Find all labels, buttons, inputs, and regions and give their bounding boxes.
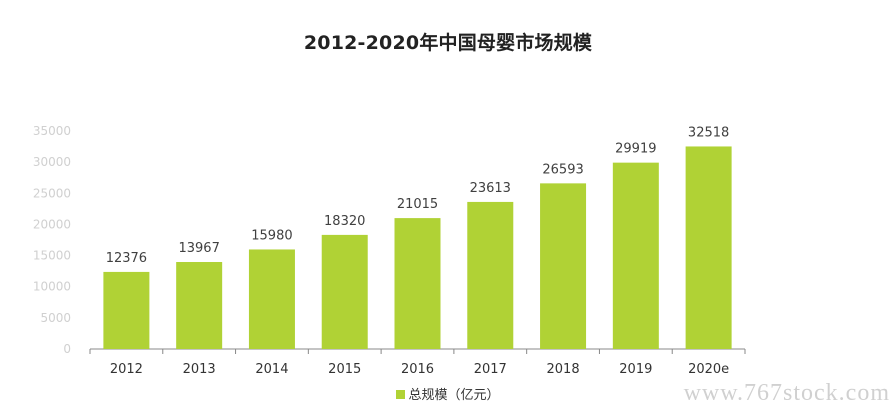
y-tick-label: 5000	[40, 311, 71, 325]
y-tick-label: 0	[63, 342, 71, 356]
chart-legend: 总规模（亿元）	[0, 384, 896, 403]
bar-2019	[612, 162, 659, 349]
bar-2018	[540, 183, 587, 349]
bar-2015	[321, 234, 368, 349]
data-label: 23613	[470, 181, 511, 196]
bar-2012	[103, 271, 150, 349]
bar-2016	[394, 218, 441, 349]
bar-2014	[248, 249, 295, 349]
x-tick-label: 2020e	[688, 362, 729, 377]
x-tick-label: 2017	[474, 362, 507, 377]
y-tick-label: 20000	[33, 217, 71, 231]
legend-label: 总规模（亿元）	[408, 388, 500, 403]
x-tick-label: 2015	[328, 362, 361, 377]
legend-swatch	[396, 390, 406, 399]
y-tick-label: 15000	[33, 249, 71, 263]
data-label: 12376	[106, 251, 147, 266]
x-tick-label: 2012	[110, 362, 143, 377]
data-label: 32518	[688, 125, 729, 140]
x-tick-label: 2013	[183, 362, 216, 377]
data-label: 18320	[324, 214, 365, 229]
data-label: 13967	[178, 241, 219, 256]
x-tick-label: 2014	[255, 362, 288, 377]
data-label: 26593	[542, 162, 583, 177]
bar-2020e	[685, 146, 732, 349]
y-tick-label: 25000	[33, 186, 71, 200]
bar-2013	[176, 262, 223, 349]
bar-2017	[467, 201, 514, 349]
chart-title: 2012-2020年中国母婴市场规模	[303, 32, 593, 54]
data-label: 29919	[615, 142, 656, 157]
y-tick-label: 30000	[33, 155, 71, 169]
y-tick-label: 35000	[33, 124, 71, 138]
x-tick-label: 2016	[401, 362, 434, 377]
x-tick-label: 2019	[619, 362, 652, 377]
x-tick-label: 2018	[547, 362, 580, 377]
watermark: www.767stock.com	[683, 380, 890, 406]
y-tick-label: 10000	[33, 280, 71, 294]
data-label: 21015	[397, 197, 438, 212]
data-label: 15980	[251, 228, 292, 243]
